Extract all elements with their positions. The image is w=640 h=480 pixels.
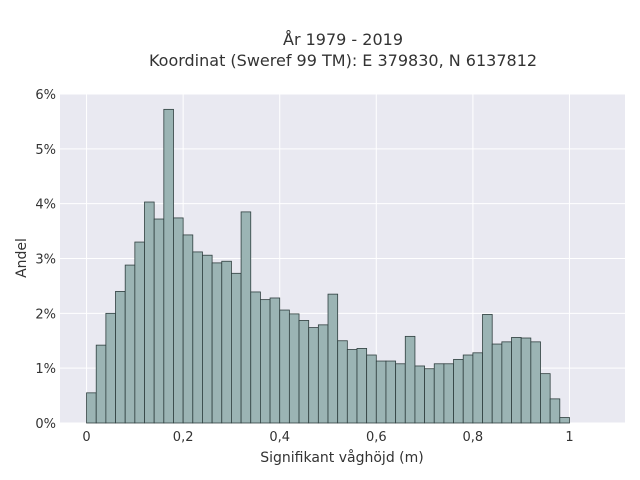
histogram-bar [366,354,377,424]
histogram-bar [124,264,136,424]
x-tick-label: 0,2 [173,430,194,445]
histogram-bar [153,218,165,424]
histogram-bar [327,293,339,424]
histogram-bar [414,365,425,424]
histogram-bar [288,313,300,424]
x-axis-ticks: 0 0,2 0,4 0,6 0,8 1 [82,430,573,445]
histogram-bar [433,363,445,424]
histogram-bar [260,299,271,424]
histogram-bar [250,291,261,424]
histogram-bar [221,260,232,424]
x-tick-label: 1 [565,430,573,445]
histogram-bar [144,201,155,424]
histogram-bar [182,234,194,424]
x-tick-label: 0 [82,430,90,445]
x-tick-label: 0,6 [366,430,387,445]
histogram-bar [95,344,107,424]
x-tick-label: 0,4 [269,430,290,445]
histogram-bar [240,211,252,424]
y-tick-label: 6% [35,88,56,103]
histogram-bar [501,341,512,424]
histogram-bar [279,309,290,424]
histogram-bar [337,340,348,424]
y-tick-label: 2% [35,307,56,322]
histogram-bar [540,373,551,424]
histogram-bar [86,392,97,424]
y-axis-label: Andel [14,238,30,278]
histogram-bar [511,337,522,424]
histogram-bar [443,363,454,424]
histogram-bar [375,360,387,424]
histogram-bar [269,297,281,424]
histogram-bar [298,320,310,424]
histogram-bar [424,368,435,424]
histogram-bar [520,337,532,424]
histogram-bar [231,272,242,424]
histogram-bar [202,254,213,424]
x-axis-label: Signifikant våghöjd (m) [260,449,423,466]
chart-title-line-1: År 1979 - 2019 [283,30,403,49]
histogram-bar [317,324,329,424]
y-tick-label: 3% [35,253,56,268]
histogram-bar [404,335,416,424]
histogram-bar [115,290,126,424]
histogram-bar [308,327,319,424]
histogram-bar [482,314,493,424]
histogram-bar [472,352,483,424]
y-tick-label: 4% [35,198,56,213]
y-tick-label: 1% [35,362,56,377]
histogram-bar [559,417,570,424]
histogram-bars [86,108,570,424]
histogram-bar [462,354,474,424]
histogram-bar [163,108,174,424]
histogram-bar [530,341,541,424]
histogram-bar [173,217,184,424]
histogram-bar [356,348,368,424]
x-tick-label: 0,8 [463,430,484,445]
histogram-bar [134,241,145,424]
y-axis-ticks: 0% 1% 2% 3% 4% 5% 6% [35,88,56,432]
histogram-bar [105,312,116,424]
histogram-bar [192,251,203,424]
histogram-bar [346,349,358,424]
y-tick-label: 0% [35,417,56,432]
histogram-bar [211,262,223,424]
histogram-bar [385,360,397,424]
histogram-bar [491,343,503,424]
chart-title-line-2: Koordinat (Sweref 99 TM): E 379830, N 61… [149,51,537,70]
histogram-bar [395,363,406,424]
y-tick-label: 5% [35,143,56,158]
histogram-bar [549,398,561,424]
histogram-bar [453,358,464,424]
